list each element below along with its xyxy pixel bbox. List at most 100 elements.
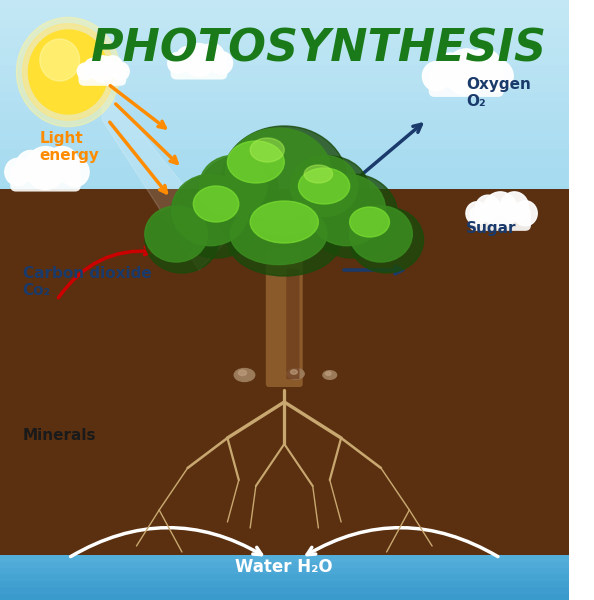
Bar	[0, 176, 568, 186]
Circle shape	[112, 62, 129, 80]
Bar	[0, 392, 568, 398]
Bar	[0, 223, 568, 232]
Bar	[0, 205, 568, 214]
Circle shape	[25, 146, 66, 190]
Ellipse shape	[250, 201, 318, 243]
Text: Carbon dioxide
Co₂: Carbon dioxide Co₂	[23, 266, 151, 298]
Text: Water H₂O: Water H₂O	[235, 558, 333, 576]
Ellipse shape	[350, 207, 424, 273]
Bar	[0, 385, 568, 392]
Bar	[0, 65, 568, 74]
Bar	[0, 74, 568, 83]
Bar	[0, 504, 568, 511]
Ellipse shape	[230, 203, 327, 265]
Circle shape	[422, 61, 450, 91]
Circle shape	[466, 202, 488, 225]
Bar	[0, 471, 568, 478]
Bar	[0, 298, 568, 307]
Circle shape	[483, 60, 513, 92]
Bar	[0, 372, 568, 379]
Bar	[0, 158, 568, 167]
Bar	[0, 464, 568, 471]
Bar	[0, 196, 568, 205]
Bar	[0, 438, 568, 445]
Circle shape	[211, 52, 232, 74]
Circle shape	[199, 43, 225, 70]
Bar	[0, 214, 568, 223]
Ellipse shape	[222, 126, 347, 234]
Ellipse shape	[199, 156, 279, 228]
Ellipse shape	[299, 168, 350, 204]
Ellipse shape	[226, 128, 332, 220]
Bar	[0, 167, 568, 176]
Ellipse shape	[308, 174, 386, 246]
Bar	[0, 517, 568, 523]
Bar	[0, 335, 568, 344]
Bar	[0, 353, 568, 362]
Bar	[0, 0, 568, 372]
Bar	[0, 536, 568, 542]
Circle shape	[40, 39, 80, 81]
Bar	[0, 530, 568, 536]
Bar	[0, 542, 568, 549]
Bar	[0, 484, 568, 491]
Ellipse shape	[228, 204, 341, 276]
Bar	[0, 511, 568, 517]
Bar	[0, 83, 568, 93]
Bar	[0, 19, 568, 28]
Ellipse shape	[304, 165, 333, 183]
Ellipse shape	[250, 138, 285, 162]
Bar	[0, 379, 568, 385]
Bar	[0, 279, 568, 288]
Bar	[0, 593, 568, 600]
Circle shape	[29, 30, 108, 114]
Circle shape	[77, 63, 93, 80]
Circle shape	[513, 201, 537, 226]
Bar	[0, 28, 568, 37]
Ellipse shape	[199, 155, 267, 217]
Bar	[0, 431, 568, 438]
Bar	[0, 316, 568, 325]
Bar	[0, 491, 568, 497]
Bar	[0, 523, 568, 530]
Bar	[0, 562, 568, 568]
Circle shape	[168, 52, 188, 73]
Ellipse shape	[290, 156, 369, 228]
Bar	[0, 93, 568, 102]
Bar	[0, 504, 568, 600]
Ellipse shape	[349, 206, 412, 262]
Text: Minerals: Minerals	[23, 427, 96, 443]
Bar	[0, 581, 568, 587]
Circle shape	[23, 23, 114, 120]
Ellipse shape	[290, 155, 358, 217]
Text: Sugar: Sugar	[466, 220, 517, 235]
Bar	[0, 37, 568, 46]
Bar	[0, 0, 568, 9]
Bar	[0, 412, 568, 418]
Circle shape	[17, 17, 120, 127]
FancyBboxPatch shape	[78, 65, 126, 86]
Bar	[0, 270, 568, 279]
Bar	[0, 587, 568, 593]
Bar	[0, 555, 568, 562]
Bar	[0, 102, 568, 112]
Ellipse shape	[287, 368, 304, 379]
Circle shape	[466, 49, 502, 86]
FancyBboxPatch shape	[286, 269, 299, 379]
Bar	[0, 130, 568, 139]
Circle shape	[176, 46, 199, 70]
Text: Light
energy: Light energy	[40, 131, 100, 163]
Bar	[0, 362, 568, 372]
Bar	[0, 288, 568, 298]
Bar	[0, 478, 568, 484]
Circle shape	[46, 146, 79, 182]
Ellipse shape	[290, 370, 298, 374]
Ellipse shape	[170, 174, 261, 258]
Bar	[0, 232, 568, 242]
FancyBboxPatch shape	[0, 189, 594, 555]
Bar	[0, 568, 568, 574]
Bar	[0, 325, 568, 335]
Bar	[0, 46, 568, 56]
Ellipse shape	[323, 371, 337, 379]
Text: PHOTOSYNTHESIS: PHOTOSYNTHESIS	[90, 27, 546, 70]
